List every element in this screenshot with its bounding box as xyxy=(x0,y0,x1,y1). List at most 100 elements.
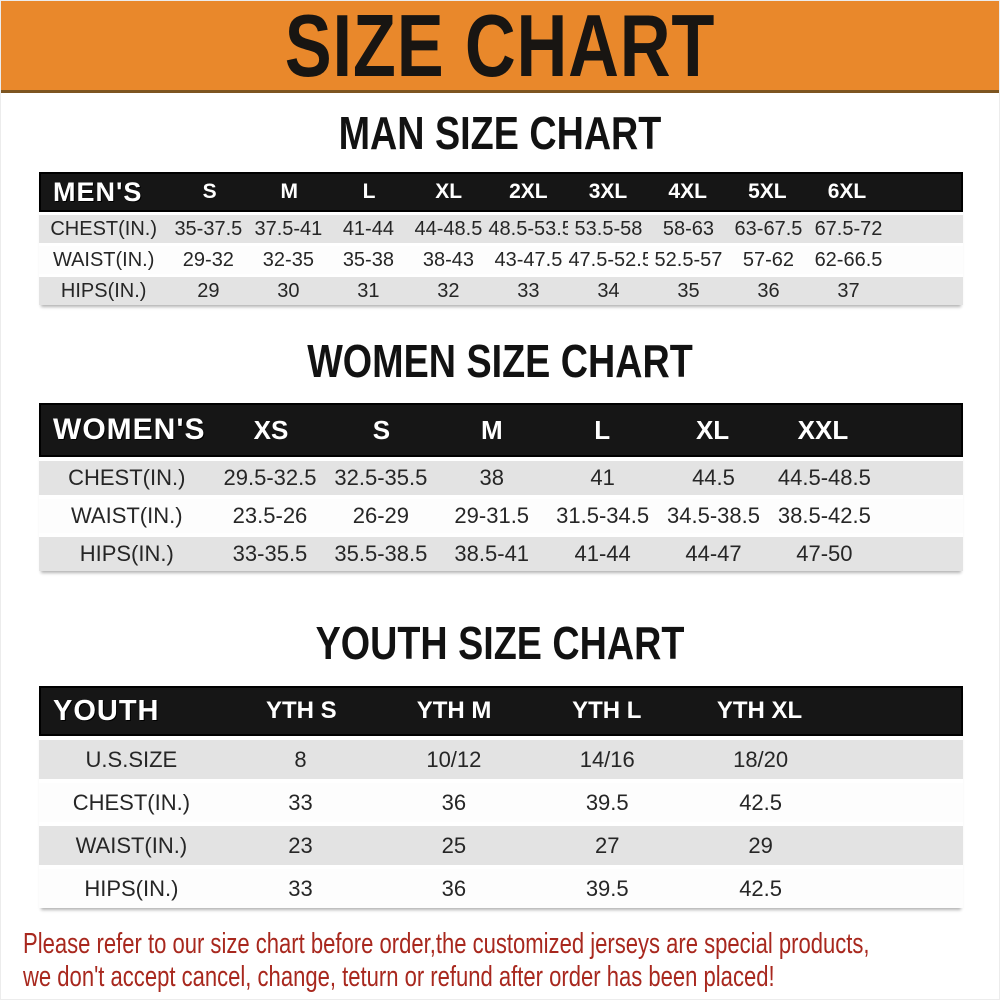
table-cell: 30 xyxy=(277,279,300,302)
table-cell: 47-50 xyxy=(796,541,853,566)
table-cell: 29.5-32.5 xyxy=(223,465,317,490)
table-cell: 58-63 xyxy=(662,217,715,240)
charts-area: MAN SIZE CHART MEN'S S M L XL 2XL 3XL 4XL 5XL 6XL… xyxy=(1,107,999,908)
table-cell: 39.5 xyxy=(585,875,629,901)
table-cell: 31 xyxy=(357,279,380,302)
row-label: HIPS(IN.) xyxy=(79,541,174,566)
column-header: M xyxy=(280,180,299,203)
row-label: WAIST(IN.) xyxy=(70,503,183,528)
table-row: HIPS(IN.) 33 36 39.5 42.5 xyxy=(39,869,963,908)
table-cell: 37.5-41 xyxy=(254,217,323,240)
table-row: WAIST(IN.) 23 25 27 29 xyxy=(39,826,963,865)
table-cell: 44-47 xyxy=(685,541,742,566)
table-cell: 23.5-26 xyxy=(232,503,308,528)
table-cell: 33 xyxy=(288,789,313,815)
column-header: L xyxy=(594,414,611,445)
table-cell: 53.5-58 xyxy=(574,217,643,240)
table-cell: 36 xyxy=(757,279,780,302)
row-label: HIPS(IN.) xyxy=(84,875,179,901)
table-row: CHEST(IN.) 33 36 39.5 42.5 xyxy=(39,783,963,822)
table-cell: 38.5-42.5 xyxy=(777,503,871,528)
table-cell: 52.5-57 xyxy=(654,248,723,271)
table-cell: 57-62 xyxy=(742,248,795,271)
column-header: M xyxy=(480,414,503,445)
table-cell: 32 xyxy=(437,279,460,302)
youth-chart-heading: YOUTH SIZE CHART xyxy=(315,617,685,669)
row-label: WAIST(IN.) xyxy=(52,248,155,271)
table-cell: 39.5 xyxy=(585,789,629,815)
column-header: S xyxy=(202,180,217,203)
table-cell: 18/20 xyxy=(733,746,789,772)
row-label: HIPS(IN.) xyxy=(60,279,147,302)
table-cell: 62-66.5 xyxy=(814,248,883,271)
section-man: MAN SIZE CHART MEN'S S M L XL 2XL 3XL 4XL 5XL 6XL… xyxy=(1,107,999,305)
row-label: CHEST(IN.) xyxy=(68,465,186,490)
table-cell: 36 xyxy=(441,875,467,901)
column-header: XL xyxy=(435,180,463,203)
table-cell: 37 xyxy=(837,279,860,302)
table-row: WAIST(IN.) 29-32 32-35 35-38 38-43 43-47.5 47.… xyxy=(39,246,963,274)
row-label: WAIST(IN.) xyxy=(75,832,188,858)
table-cell: 42.5 xyxy=(739,875,783,901)
table-cell: 35 xyxy=(677,279,700,302)
table-row: WAIST(IN.) 23.5-26 26-29 29-31.5 31.5-34.5 34… xyxy=(39,499,963,533)
table-cell: 38.5-41 xyxy=(454,541,530,566)
table-cell: 67.5-72 xyxy=(814,217,883,240)
table-cell: 27 xyxy=(594,832,620,858)
man-size-table: MEN'S S M L XL 2XL 3XL 4XL 5XL 6XL CHEST(IN.) 35-37… xyxy=(39,172,963,305)
column-header: YTH S xyxy=(266,697,337,724)
table-header-row: MEN'S S M L XL 2XL 3XL 4XL 5XL 6XL xyxy=(39,172,963,212)
table-cell: 42.5 xyxy=(739,789,783,815)
table-row: CHEST(IN.) 29.5-32.5 32.5-35.5 38 41 44.5 44.5… xyxy=(39,461,963,495)
table-cell: 35.5-38.5 xyxy=(334,541,428,566)
women-size-table: WOMEN'S XS S M L XL XXL CHEST(IN.) 29.5-32.5 32.5… xyxy=(39,403,963,571)
footer-note: Please refer to our size chart before or… xyxy=(23,928,999,994)
table-cell: 23 xyxy=(288,832,313,858)
table-cell: 41 xyxy=(590,465,615,490)
table-cell: 33 xyxy=(517,279,540,302)
table-cell: 47.5-52.5 xyxy=(568,248,649,271)
note-line-2: we don't accept cancel, change, teturn o… xyxy=(23,961,775,993)
column-header: L xyxy=(362,180,376,203)
table-cell: 26-29 xyxy=(352,503,409,528)
column-header: XXL xyxy=(797,414,849,445)
table-cell: 14/16 xyxy=(579,746,635,772)
table-cell: 35-37.5 xyxy=(174,217,243,240)
table-cell: 29 xyxy=(748,832,773,858)
row-label: CHEST(IN.) xyxy=(50,217,158,240)
table-cell: 43-47.5 xyxy=(494,248,563,271)
table-cell: 44.5-48.5 xyxy=(777,465,871,490)
man-chart-heading: MAN SIZE CHART xyxy=(338,107,662,159)
row-label: U.S.SIZE xyxy=(85,746,178,772)
table-cell: 33-35.5 xyxy=(232,541,308,566)
table-header-row: WOMEN'S XS S M L XL XXL xyxy=(39,403,963,457)
table-row: HIPS(IN.) 33-35.5 35.5-38.5 38.5-41 41-44 44-… xyxy=(39,537,963,571)
table-cell: 10/12 xyxy=(426,746,482,772)
table-cell: 44.5 xyxy=(692,465,735,490)
column-header: YTH M xyxy=(416,697,492,724)
size-chart-banner: SIZE CHART xyxy=(1,1,999,93)
table-cell: 38 xyxy=(479,465,504,490)
table-cell: 48.5-53.5 xyxy=(488,217,569,240)
table-header-row: YOUTH YTH S YTH M YTH L YTH XL xyxy=(39,686,963,736)
table-cell: 8 xyxy=(294,746,307,772)
table-row: CHEST(IN.) 35-37.5 37.5-41 41-44 44-48.5 48.5… xyxy=(39,215,963,243)
table-row: HIPS(IN.) 29 30 31 32 33 34 35 36 37 xyxy=(39,277,963,305)
table-cell: 44-48.5 xyxy=(414,217,483,240)
table-cell: 41-44 xyxy=(574,541,631,566)
row-label: CHEST(IN.) xyxy=(72,789,191,815)
table-cell: 31.5-34.5 xyxy=(556,503,650,528)
table-row: U.S.SIZE 8 10/12 14/16 18/20 xyxy=(39,740,963,779)
banner-title: SIZE CHART xyxy=(284,0,716,95)
table-cell: 32.5-35.5 xyxy=(334,465,428,490)
table-title: YOUTH xyxy=(53,694,160,727)
table-cell: 38-43 xyxy=(422,248,474,271)
column-header: 2XL xyxy=(509,180,548,203)
table-cell: 25 xyxy=(441,832,467,858)
section-women: WOMEN SIZE CHART WOMEN'S XS S M L XL XXL CHEST(… xyxy=(1,338,999,571)
column-header: XL xyxy=(695,414,730,445)
table-cell: 36 xyxy=(441,789,467,815)
column-header: 6XL xyxy=(827,180,867,203)
table-cell: 29 xyxy=(197,279,220,302)
